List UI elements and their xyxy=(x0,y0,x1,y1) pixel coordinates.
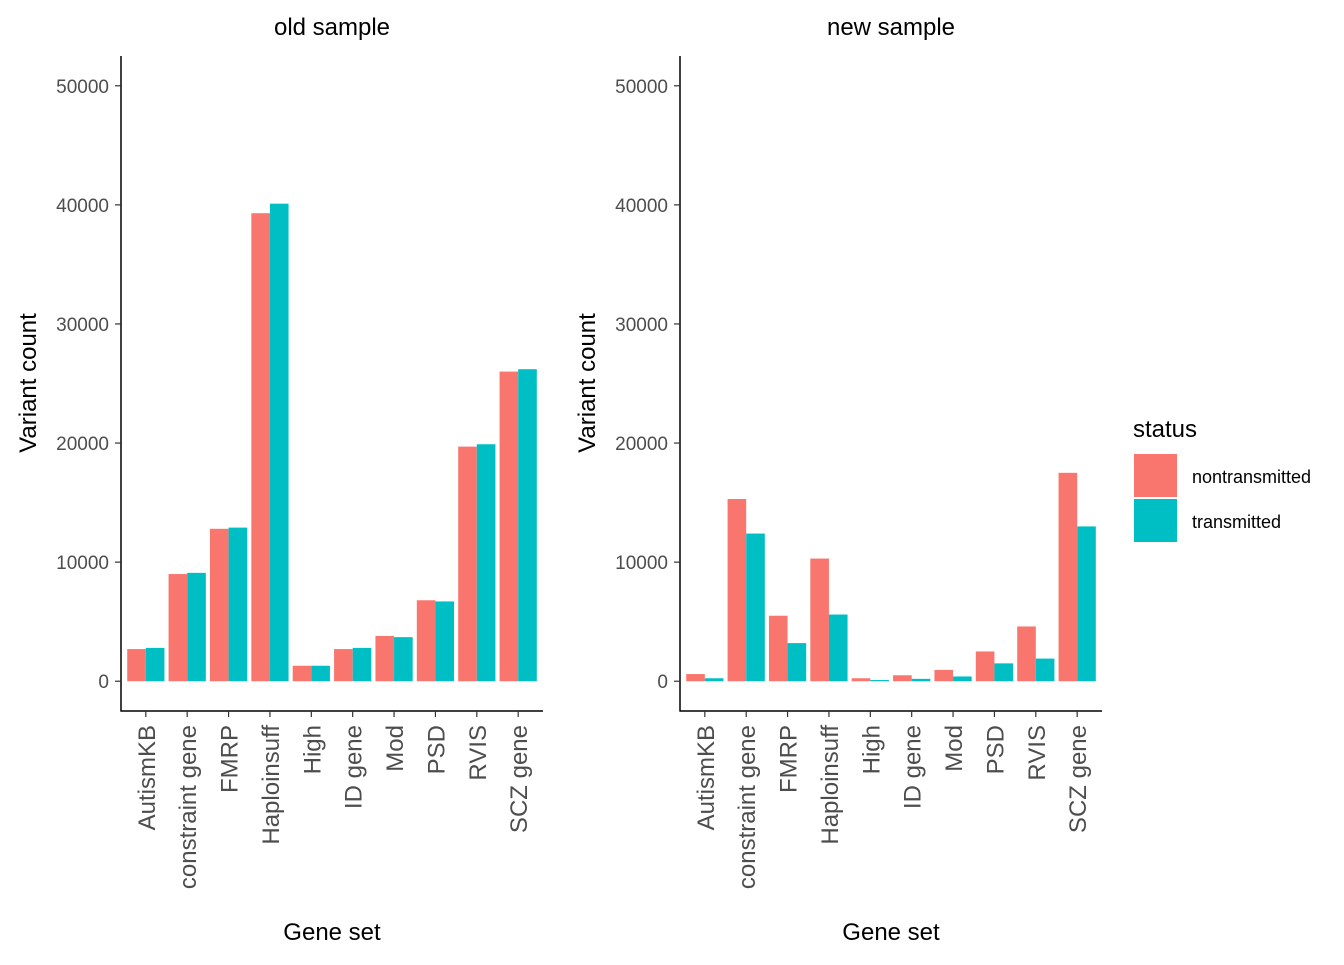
bar-transmitted-rvis xyxy=(476,444,496,682)
x-tick-label: Haploinsuff xyxy=(817,725,844,845)
bar-nontransmitted-rvis xyxy=(458,446,477,682)
bar-transmitted-psd xyxy=(994,663,1014,682)
legend-swatch-nontransmitted xyxy=(1134,454,1177,497)
bar-transmitted-scz-gene xyxy=(518,369,537,682)
bar-transmitted-autismkb xyxy=(704,678,724,682)
x-tick-label: High xyxy=(858,725,885,774)
bar-nontransmitted-scz-gene xyxy=(1058,472,1078,682)
x-tick-label: SCZ gene xyxy=(506,725,533,833)
bar-nontransmitted-fmrp xyxy=(209,528,229,682)
bar-transmitted-rvis xyxy=(1035,658,1055,682)
bar-nontransmitted-id-gene xyxy=(334,649,353,682)
panel-title: new sample xyxy=(827,14,955,41)
legend-label: transmitted xyxy=(1192,512,1281,532)
x-tick-label: FMRP xyxy=(217,725,244,793)
bar-nontransmitted-fmrp xyxy=(768,615,788,682)
bar-transmitted-constraint-gene xyxy=(746,533,765,682)
x-tick-label: constraint gene xyxy=(175,725,202,889)
y-tick-label: 50000 xyxy=(56,77,109,98)
x-axis-title: Gene set xyxy=(842,919,940,946)
y-tick-label: 0 xyxy=(657,672,668,693)
bar-nontransmitted-psd xyxy=(416,600,436,682)
bar-nontransmitted-mod xyxy=(375,635,395,682)
y-tick-label: 30000 xyxy=(615,315,668,336)
y-tick-label: 40000 xyxy=(56,196,109,217)
legend-swatch-transmitted xyxy=(1134,499,1177,542)
x-tick-label: FMRP xyxy=(776,725,803,793)
y-tick-label: 30000 xyxy=(56,315,109,336)
bar-transmitted-constraint-gene xyxy=(187,572,206,682)
bar-transmitted-haploinsuff xyxy=(828,614,848,682)
x-tick-label: PSD xyxy=(423,725,450,774)
x-tick-label: RVIS xyxy=(465,725,492,781)
y-axis-title: Variant count xyxy=(574,313,601,453)
x-tick-label: AutismKB xyxy=(134,725,161,830)
bar-nontransmitted-high xyxy=(851,678,871,682)
y-tick-label: 0 xyxy=(98,672,109,693)
y-tick-label: 20000 xyxy=(56,434,109,455)
bar-transmitted-mod xyxy=(953,676,972,682)
bar-nontransmitted-high xyxy=(292,665,312,682)
x-tick-label: ID gene xyxy=(900,725,927,809)
y-tick-label: 10000 xyxy=(56,553,109,574)
bar-nontransmitted-constraint-gene xyxy=(727,499,747,682)
bar-nontransmitted-autismkb xyxy=(127,649,146,682)
bar-transmitted-fmrp xyxy=(787,643,807,682)
bar-nontransmitted-rvis xyxy=(1017,626,1036,682)
x-axis-title: Gene set xyxy=(283,919,381,946)
x-tick-label: AutismKB xyxy=(693,725,720,830)
x-tick-label: RVIS xyxy=(1024,725,1051,781)
x-tick-label: Haploinsuff xyxy=(258,725,285,845)
bar-transmitted-psd xyxy=(435,601,455,682)
bar-nontransmitted-psd xyxy=(975,651,995,682)
bar-transmitted-high xyxy=(870,680,889,682)
legend-label: nontransmitted xyxy=(1192,467,1311,487)
bar-nontransmitted-haploinsuff xyxy=(810,558,829,682)
bar-transmitted-mod xyxy=(394,637,413,682)
panel-old-sample: old sample 0 10000 20000 30000 40000 50000 Auti… xyxy=(15,14,543,946)
y-tick-label: 10000 xyxy=(615,553,668,574)
y-tick-label: 40000 xyxy=(615,196,668,217)
bar-transmitted-id-gene xyxy=(911,678,931,682)
x-tick-label: ID gene xyxy=(341,725,368,809)
bar-nontransmitted-autismkb xyxy=(686,674,705,682)
bar-transmitted-scz-gene xyxy=(1077,526,1096,682)
bar-nontransmitted-id-gene xyxy=(893,675,912,682)
bar-nontransmitted-constraint-gene xyxy=(168,574,188,682)
y-axis-title: Variant count xyxy=(15,313,42,453)
x-tick-label: Mod xyxy=(382,725,409,772)
panel-title: old sample xyxy=(274,14,390,41)
bar-transmitted-fmrp xyxy=(228,527,248,682)
bar-nontransmitted-haploinsuff xyxy=(251,213,270,682)
x-tick-label: Mod xyxy=(941,725,968,772)
bar-nontransmitted-scz-gene xyxy=(499,371,519,682)
bar-transmitted-haploinsuff xyxy=(269,203,289,682)
x-tick-label: SCZ gene xyxy=(1065,725,1092,833)
y-tick-label: 20000 xyxy=(615,434,668,455)
legend-title: status xyxy=(1133,416,1197,443)
bar-transmitted-autismkb xyxy=(145,647,165,682)
x-tick-label: constraint gene xyxy=(734,725,761,889)
legend: status nontransmitted transmitted xyxy=(1133,416,1311,542)
x-tick-label: PSD xyxy=(982,725,1009,774)
bar-transmitted-id-gene xyxy=(352,647,372,682)
x-tick-label: High xyxy=(299,725,326,774)
bar-transmitted-high xyxy=(311,665,330,682)
bar-nontransmitted-mod xyxy=(934,669,954,682)
panel-new-sample: new sample 0 10000 20000 30000 40000 50000 Auti… xyxy=(574,14,1102,946)
y-tick-label: 50000 xyxy=(615,77,668,98)
